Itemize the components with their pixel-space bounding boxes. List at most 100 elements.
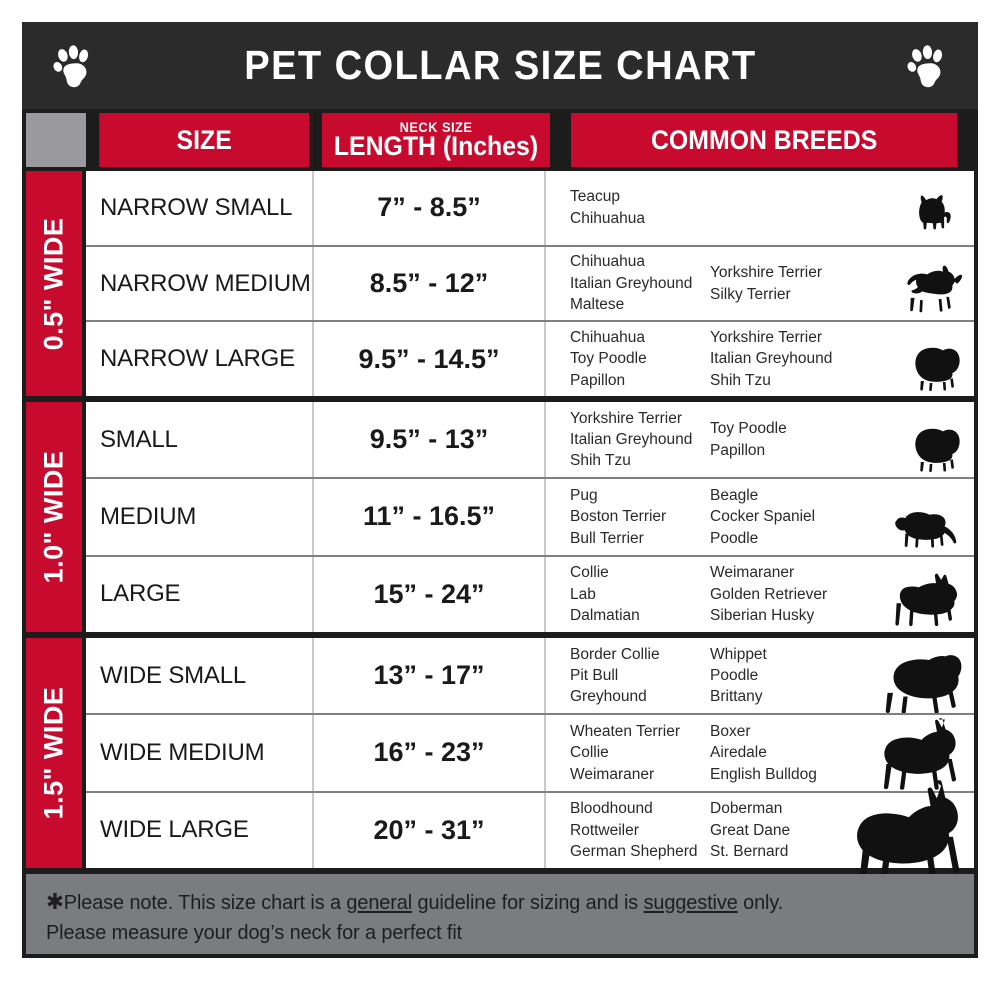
breed-name: Pit Bull [570,666,619,684]
breed-name: Wheaten Terrier [570,722,680,740]
breed-column-c1: Wheaten Terrier Collie Weimaraner [570,721,710,785]
breed-column-c2: Boxer Airedale English Bulldog [710,721,850,785]
breed-name: Siberian Husky [710,607,815,624]
table-column-header: SIZE NECK SIZE LENGTH (Inches) COMMON BR… [22,109,978,171]
breed-column-c1: Chihuahua Toy Poodle Papillon [570,327,710,391]
cell-size-name: NARROW MEDIUM [86,246,314,321]
table-row: NARROW SMALL 7” - 8.5” Teacup Chihuahua [86,171,974,247]
breed-name: Italian Greyhound [570,274,693,292]
header-length: NECK SIZE LENGTH (Inches) [322,109,554,171]
table-row: SMALL 9.5” - 13” Yorkshire Terrier Italian … [86,402,974,480]
cell-common-breeds: Pug Boston Terrier Bull Terrier Beagle Cocke… [546,479,974,554]
breed-column-c2 [710,186,850,229]
page-title: PET COLLAR SIZE CHART [243,42,757,88]
footer-note: ✱Please note. This size chart is a gener… [22,874,978,958]
table-row: NARROW MEDIUM 8.5” - 12” Chihuahua Italian … [86,246,974,323]
header-size: SIZE [99,109,313,171]
breed-name: Silky Terrier [710,285,791,303]
breed-columns: Wheaten Terrier Collie Weimaraner Boxer Aire… [570,721,850,785]
group-rows: NARROW SMALL 7” - 8.5” Teacup Chihuahua NAR… [86,171,974,397]
cell-size-name: MEDIUM [86,479,314,555]
footer-underline-general: general [346,891,413,914]
breed-name: Poodle [710,529,759,547]
table-row: WIDE SMALL 13” - 17” Border Collie Pit Bull… [86,638,974,716]
breed-name: Italian Greyhound [570,430,693,448]
bulldog-silhouette [872,649,964,714]
breed-column-c2: Yorkshire Terrier Italian Greyhound Shih T… [710,327,850,391]
group-rows: WIDE SMALL 13” - 17” Border Collie Pit Bull… [86,638,974,886]
breed-column-c2: Yorkshire Terrier Silky Terrier [710,251,850,315]
breed-columns: Border Collie Pit Bull Greyhound Whippet Poo… [570,644,850,708]
boxer-silhouette [868,717,964,791]
breed-name: St. Bernard [710,843,789,860]
cell-common-breeds: Bloodhound Rottweiler German Shepherd Dober… [546,780,974,886]
breed-column-c1: Bloodhound Rottweiler German Shepherd [570,798,710,862]
cell-neck-length: 13” - 17” [314,638,546,714]
group-width-label-text: 1.5" WIDE [38,686,69,820]
breed-name: Papillon [710,441,766,459]
footer-line-2: Please measure your dog’s neck for a per… [46,920,463,944]
breed-name: Collie [570,744,609,762]
breed-columns: Chihuahua Toy Poodle Papillon Yorkshire Ter… [570,327,850,391]
breed-name: Shih Tzu [710,371,771,389]
breed-name: Whippet [710,645,767,663]
breed-name: Dalmatian [570,607,640,624]
breed-name: Bloodhound [570,800,653,818]
pomeranian-silhouette [906,342,964,392]
table-body: 0.5" WIDE NARROW SMALL 7” - 8.5” Teacup Chih… [22,171,978,886]
breed-columns: Yorkshire Terrier Italian Greyhound Shih T… [570,408,850,472]
footer-text-a: Please note. This size chart is a [63,891,347,914]
breed-name: Collie [570,564,609,582]
header-common-breeds: COMMON BREEDS [570,109,962,171]
yorkie-silhouette [912,191,964,237]
footer-line-1: ✱Please note. This size chart is a gener… [46,886,927,918]
breed-name: Shih Tzu [570,452,631,470]
breed-name: Bull Terrier [570,529,644,547]
breed-name: Pug [570,486,598,504]
breed-column-c1: Collie Lab Dalmatian [570,562,710,626]
breed-name: German Shepherd [570,843,698,860]
table-row: NARROW LARGE 9.5” - 14.5” Chihuahua Toy Poo… [86,322,974,397]
cell-common-breeds: Yorkshire Terrier Italian Greyhound Shih T… [546,402,974,477]
cell-common-breeds: Collie Lab Dalmatian Weimaraner Golden Retri… [546,557,974,632]
breed-name: Yorkshire Terrier [710,264,822,282]
group-width-label: 0.5" WIDE [26,171,86,396]
cell-neck-length: 7” - 8.5” [314,171,546,245]
pomeranian-silhouette [906,423,964,473]
cell-common-breeds: Chihuahua Toy Poodle Papillon Yorkshire Ter… [546,322,974,396]
breed-column-c2: Beagle Cocker Spaniel Poodle [710,485,850,549]
breed-column-c2: Toy Poodle Papillon [710,408,850,472]
breed-name: Chihuahua [570,209,645,227]
cell-size-name: LARGE [86,556,314,632]
breed-columns: Teacup Chihuahua [570,186,850,229]
beagle-silhouette [892,501,964,549]
cell-neck-length: 16” - 23” [314,715,546,791]
table-row: LARGE 15” - 24” Collie Lab Dalmatian Weimaran… [86,556,974,632]
pet-collar-size-chart: PET COLLAR SIZE CHART SIZE NECK SIZE LEN… [22,22,978,972]
asterisk-icon: ✱ [46,889,64,914]
breed-column-c2: Doberman Great Dane St. Bernard [710,798,850,862]
breed-name: English Bulldog [710,765,817,783]
cell-neck-length: 15” - 24” [314,556,546,632]
footer-text-c: only. [737,891,784,914]
breed-columns: Bloodhound Rottweiler German Shepherd Dober… [570,798,850,862]
breed-name: Yorkshire Terrier [570,409,682,427]
breed-name: Chihuahua [570,253,645,271]
cell-size-name: WIDE MEDIUM [86,715,314,791]
group-width-label: 1.5" WIDE [26,638,86,868]
breed-name: Greyhound [570,688,647,706]
header-spacer-cell [22,109,90,171]
breed-name: Boxer [710,722,751,740]
header-length-label: LENGTH (Inches) [333,131,539,161]
breed-column-c1: Border Collie Pit Bull Greyhound [570,644,710,708]
breed-name: Weimaraner [570,765,655,783]
breed-name: Airedale [710,744,767,762]
cell-size-name: SMALL [86,402,314,478]
breed-name: Toy Poodle [570,350,647,368]
breed-name: Chihuahua [570,329,645,347]
breed-name: Poodle [710,666,759,684]
breed-column-c2: Whippet Poodle Brittany [710,644,850,708]
size-group-1: 1.0" WIDE SMALL 9.5” - 13” Yorkshire Terrie… [22,402,978,638]
breed-name: Teacup [570,188,620,206]
size-group-0: 0.5" WIDE NARROW SMALL 7” - 8.5” Teacup Chih… [22,171,978,402]
